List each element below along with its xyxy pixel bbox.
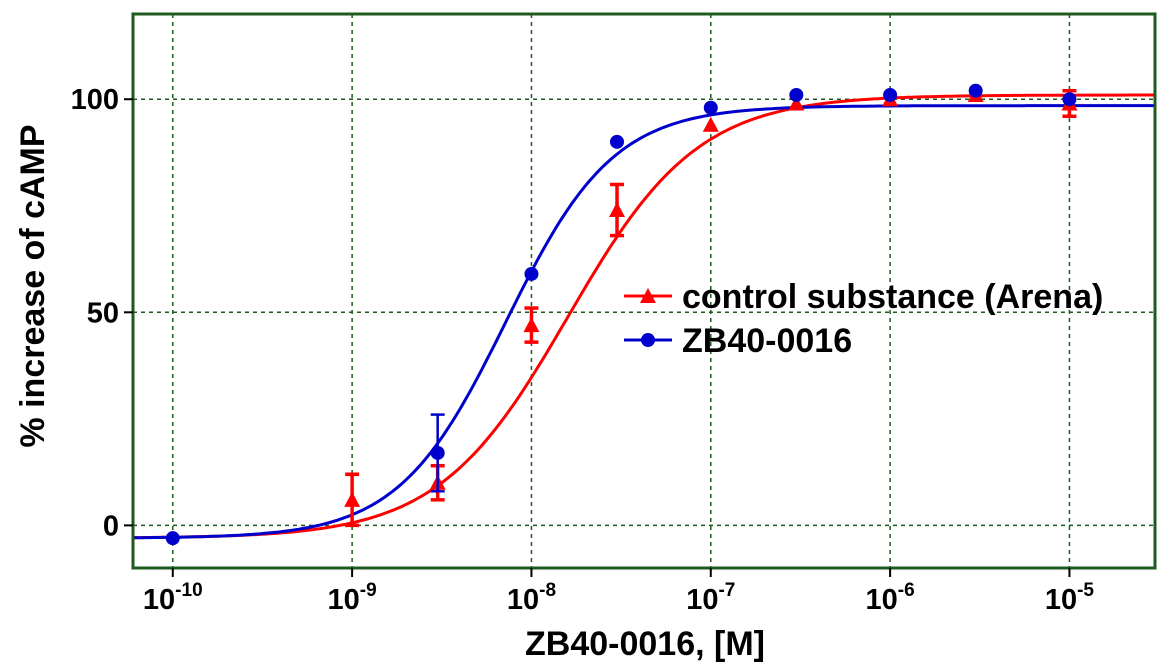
data-point-triangle [788,95,805,111]
data-point-triangle [609,202,626,218]
y-tick-label: 50 [87,297,119,329]
x-tick-label: 10-7 [686,580,735,616]
data-point-triangle [344,491,361,507]
data-point-circle [968,83,983,98]
data-point-circle [1062,92,1077,107]
fit-curve [132,104,1155,540]
fit-curves [132,93,1155,540]
data-point-circle [883,87,898,102]
legend-label: control substance (Arena) [682,278,1103,316]
data-point-circle [524,266,539,281]
x-tick-label: 10-6 [866,580,915,616]
data-point-triangle [702,116,719,132]
data-point-circle [165,531,180,546]
data-point-circle [789,87,804,102]
y-tick-label: 100 [71,84,119,116]
data-point-circle [610,134,625,149]
data-point-triangle [523,317,540,333]
x-tick-label: 10-10 [143,580,203,616]
legend-label: ZB40-0016 [682,322,852,360]
legend-marker [641,333,655,347]
legend: control substance (Arena) ZB40-0016 [624,278,1103,360]
data-marks [165,83,1078,546]
x-axis-title: ZB40-0016, [M] [525,625,765,663]
data-point-circle [703,100,718,115]
plot-frame [131,12,1157,570]
x-tick-label: 10-5 [1045,580,1095,616]
x-tick-label: 10-9 [328,580,377,616]
y-tick-label: 0 [103,510,119,542]
y-axis-title: % increase of cAMP [14,124,52,447]
fit-curve [133,93,1155,540]
legend-marker [640,288,656,303]
data-point-circle [430,445,445,460]
x-tick-label: 10-8 [507,580,556,616]
grid [133,14,1155,568]
axes: 10-10 10-9 10-8 10-7 10-6 10-5 0 50 100 [71,84,1095,616]
